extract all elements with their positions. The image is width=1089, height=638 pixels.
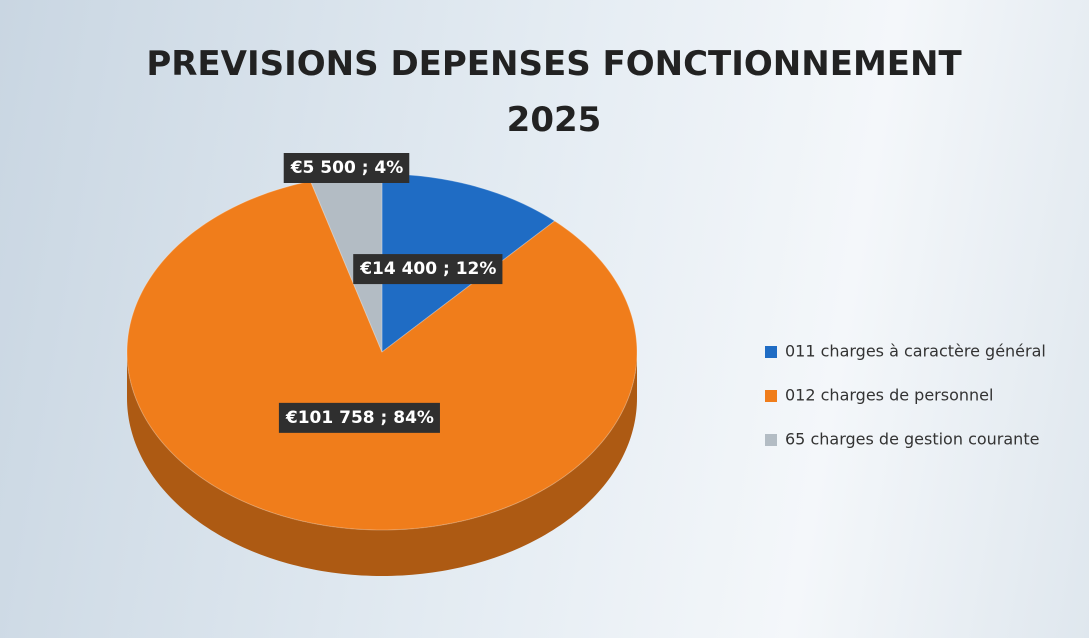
legend-label: 012 charges de personnel <box>785 386 993 405</box>
data-label-box <box>278 402 440 433</box>
data-label: €14 400 ; 12% <box>353 254 503 285</box>
legend-marker <box>765 346 777 358</box>
legend-marker <box>765 390 777 402</box>
legend-label: 011 charges à caractère général <box>785 342 1046 361</box>
data-label-box <box>353 254 503 285</box>
data-label: €101 758 ; 84% <box>278 402 440 433</box>
legend-marker <box>765 434 777 446</box>
legend-label: 65 charges de gestion courante <box>785 430 1039 449</box>
data-label: €5 500 ; 4% <box>283 153 410 183</box>
data-label-box <box>283 153 410 183</box>
pie-slice <box>126 180 638 531</box>
data-label-text: €14 400 ; 12% <box>359 259 496 279</box>
data-label-text: €5 500 ; 4% <box>290 158 404 178</box>
data-label-text: €101 758 ; 84% <box>285 408 434 428</box>
chart-title: PREVISIONS DEPENSES FONCTIONNEMENT 2025 <box>146 44 962 140</box>
pie-side <box>127 352 637 576</box>
